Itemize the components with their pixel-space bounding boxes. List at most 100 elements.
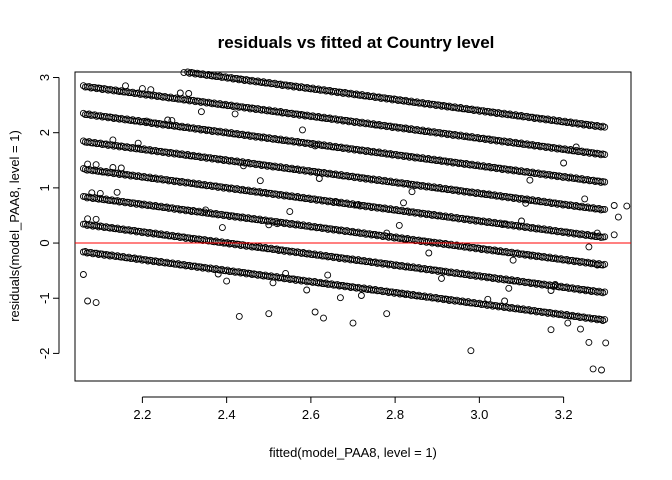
data-point <box>599 205 607 213</box>
data-point <box>585 243 593 251</box>
y-tick-label: 0 <box>37 239 52 246</box>
data-point <box>235 312 243 320</box>
data-point <box>577 325 584 333</box>
y-tick-label: 1 <box>37 184 52 191</box>
data-point <box>623 202 631 210</box>
data-point <box>547 326 555 334</box>
data-point <box>311 308 319 316</box>
data-point <box>526 176 534 184</box>
data-point <box>610 202 618 209</box>
x-tick-label: 3.2 <box>555 407 573 422</box>
data-point <box>505 284 513 292</box>
data-point <box>168 117 176 125</box>
data-point <box>273 220 281 228</box>
data-point <box>602 339 610 347</box>
data-point <box>601 123 609 131</box>
data-point <box>501 220 509 228</box>
data-point <box>395 221 403 229</box>
data-point <box>564 319 572 327</box>
data-point <box>138 85 146 93</box>
x-tick-label: 2.6 <box>302 407 320 422</box>
data-point <box>353 201 361 209</box>
data-point <box>117 164 125 172</box>
data-point <box>185 90 193 97</box>
data-point <box>164 116 172 124</box>
data-point <box>303 286 311 294</box>
data-point <box>610 231 618 239</box>
data-point <box>522 199 530 207</box>
data-point <box>581 195 589 203</box>
data-point <box>601 205 609 213</box>
data-point <box>425 249 433 257</box>
data-point <box>240 162 247 170</box>
data-point <box>320 314 327 322</box>
data-point <box>614 213 622 221</box>
data-point <box>311 142 319 150</box>
data-point <box>315 175 323 182</box>
data-point <box>113 188 121 196</box>
data-point <box>509 256 517 264</box>
data-point <box>202 206 210 214</box>
data-point <box>560 159 568 167</box>
data-point <box>518 217 525 225</box>
data-point <box>400 199 407 207</box>
data-point <box>197 108 205 116</box>
data-point <box>265 221 273 229</box>
data-point <box>88 189 96 197</box>
data-point <box>601 316 609 324</box>
data-point <box>84 215 92 223</box>
data-point <box>109 136 117 144</box>
data-point <box>585 338 593 346</box>
y-axis: -2 -1 0 1 2 3 <box>37 74 60 360</box>
data-point <box>265 310 273 318</box>
points-layer <box>79 68 631 374</box>
data-point <box>223 277 231 285</box>
data-point <box>176 89 184 97</box>
data-point <box>286 208 294 216</box>
data-point <box>218 224 226 232</box>
x-axis: 2.2 2.4 2.6 2.8 3.0 3.2 <box>133 396 573 422</box>
data-point <box>484 295 492 303</box>
y-axis-label: residuals(model_PAA8, level = 1) <box>7 130 22 322</box>
data-point <box>589 365 597 373</box>
data-point <box>324 271 332 279</box>
data-point <box>408 188 416 196</box>
data-point <box>598 366 605 374</box>
data-point <box>269 279 277 287</box>
data-point <box>601 260 609 268</box>
data-point <box>143 117 151 125</box>
data-point <box>593 229 601 237</box>
data-point <box>256 177 264 185</box>
data-point <box>551 280 559 288</box>
data-point <box>572 143 580 151</box>
data-point <box>147 86 155 94</box>
data-point <box>383 229 391 237</box>
y-tick-label: -2 <box>37 348 52 360</box>
data-point <box>299 126 306 134</box>
data-point <box>593 261 601 269</box>
data-point <box>96 189 104 197</box>
data-point <box>336 294 344 302</box>
data-point <box>467 347 475 355</box>
x-tick-label: 3.0 <box>470 407 488 422</box>
data-point <box>79 271 87 278</box>
data-point <box>438 274 445 282</box>
data-point <box>122 82 129 90</box>
data-point <box>134 139 142 147</box>
x-tick-label: 2.8 <box>386 407 404 422</box>
data-point <box>214 270 222 278</box>
data-point <box>601 151 609 159</box>
data-point <box>400 290 407 298</box>
data-point <box>332 198 340 206</box>
data-point <box>231 110 239 118</box>
data-point <box>601 178 609 186</box>
data-point <box>109 164 117 171</box>
data-point <box>601 233 609 241</box>
y-tick-label: 2 <box>37 129 52 136</box>
data-point <box>357 292 365 299</box>
data-point <box>349 319 357 327</box>
data-point <box>92 299 100 307</box>
data-point <box>547 287 555 294</box>
data-point <box>92 215 100 223</box>
